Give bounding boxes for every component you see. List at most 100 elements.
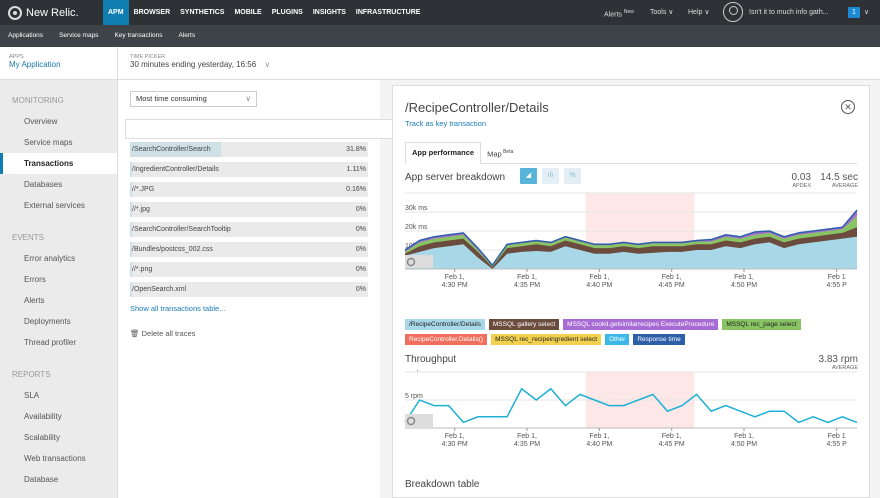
sort-select[interactable]: Most time consuming ∨ <box>130 91 257 107</box>
legend-item[interactable]: /RecipeController/Details <box>405 319 485 330</box>
legend-item[interactable]: MSSQL rec_page select <box>722 319 801 330</box>
transaction-bar-fill <box>130 162 133 177</box>
legend-item[interactable]: RecipeController.Details() <box>405 334 488 345</box>
sidebar-item-database[interactable]: Database <box>24 475 59 484</box>
delete-all-traces[interactable]: 🗑 Delete all traces <box>130 329 196 338</box>
subnav-alerts[interactable]: Alerts <box>178 32 196 39</box>
sidebar-item-overview[interactable]: Overview <box>24 117 58 126</box>
x-tick-label: Feb 1, <box>517 274 537 281</box>
sidebar-section-events: EVENTS <box>12 233 45 242</box>
detail-title: /RecipeController/Details <box>405 100 549 115</box>
y-tick-label: 30k ms <box>405 205 428 212</box>
close-icon[interactable]: ✕ <box>841 100 855 114</box>
nav-mobile[interactable]: MOBILE <box>234 9 262 16</box>
breakdown-table-title: Breakdown table <box>405 479 480 490</box>
transaction-row[interactable]: /IngredientController/Details 1.11% <box>130 162 368 177</box>
app-bar: APPS My Application TIME PICKER 30 minut… <box>0 47 880 80</box>
alerts-menu[interactable]: Alerts New <box>604 9 634 19</box>
legend-item[interactable]: MSSQL gallery select <box>488 319 560 330</box>
app-selector[interactable]: APPS My Application <box>0 47 118 80</box>
sidebar-item-alerts[interactable]: Alerts <box>24 296 45 305</box>
legend-item[interactable]: Response time <box>633 334 685 345</box>
user-avatar-icon[interactable] <box>723 2 743 22</box>
transaction-row[interactable]: //*.jpg 0% <box>130 202 368 217</box>
sidebar-item-thread-profiler[interactable]: Thread profiler <box>24 338 77 347</box>
y-tick-label: 5 rpm <box>405 393 423 400</box>
x-tick-label: 4:30 PM <box>442 282 468 289</box>
x-tick-label: 4:40 PM <box>586 282 612 289</box>
sidebar-item-availability[interactable]: Availability <box>24 412 62 421</box>
legend-item[interactable]: Other <box>605 334 630 345</box>
detail-panel: /RecipeController/Details Track as key t… <box>392 85 870 498</box>
transaction-bar-fill <box>130 182 132 197</box>
chart-zoom-icon[interactable] <box>405 255 433 268</box>
help-menu[interactable]: Help ∨ <box>688 9 710 16</box>
chevron-down-icon: ∨ <box>245 94 252 103</box>
transaction-bar-track <box>130 162 368 177</box>
chart-zoom-icon[interactable] <box>405 414 433 427</box>
x-tick-label: 4:55 P <box>827 282 848 289</box>
app-name[interactable]: My Application <box>9 60 61 69</box>
new-relic-logo[interactable]: New Relic. <box>8 4 79 21</box>
transaction-name: /SearchController/SearchTooltip <box>132 226 231 233</box>
subnav-key-transactions[interactable]: Key transactions <box>114 32 163 39</box>
transaction-percent: 1.11% <box>346 166 366 173</box>
subnav-applications[interactable]: Applications <box>8 32 44 39</box>
nav-infrastructure[interactable]: INFRASTRUCTURE <box>355 9 421 16</box>
sidebar-item-error-analytics[interactable]: Error analytics <box>24 254 76 263</box>
sidebar-item-databases[interactable]: Databases <box>24 180 63 189</box>
sidebar-item-deployments[interactable]: Deployments <box>24 317 71 326</box>
nav-synthetics[interactable]: SYNTHETICS <box>180 9 225 16</box>
transaction-row[interactable]: //*.png 0% <box>130 262 368 277</box>
transaction-row[interactable]: /OpenSearch.xml 0% <box>130 282 368 297</box>
show-all-link[interactable]: Show all transactions table... <box>130 304 226 313</box>
sidebar-item-external-services[interactable]: External services <box>24 201 85 210</box>
area-chart-icon[interactable]: ◢ <box>520 168 537 184</box>
transaction-row[interactable]: /SearchController/SearchTooltip 0% <box>130 222 368 237</box>
tab-map[interactable]: Map Beta <box>481 142 519 163</box>
tools-menu[interactable]: Tools ∨ <box>650 9 674 16</box>
transactions-panel: Most time consuming∨ /RecipeController/D… <box>118 80 380 498</box>
sidebar-item-service-maps[interactable]: Service maps <box>24 138 73 147</box>
nav-plugins[interactable]: PLUGINS <box>271 9 303 16</box>
transaction-row[interactable]: //*.JPG 0.16% <box>130 182 368 197</box>
nav-apm[interactable]: APM <box>103 0 129 25</box>
sidebar-item-scalability[interactable]: Scalability <box>24 433 61 442</box>
sidebar-item-transactions[interactable]: Transactions <box>0 153 117 174</box>
nav-browser[interactable]: BROWSER <box>133 9 171 16</box>
transaction-bar-fill <box>130 202 132 217</box>
account-chevron-icon[interactable]: ∨ <box>864 9 870 16</box>
transaction-percent: 0% <box>355 246 366 253</box>
transaction-bar-fill <box>130 222 132 237</box>
x-tick-label: Feb 1, <box>589 433 609 440</box>
sidebar-item-sla[interactable]: SLA <box>24 391 40 400</box>
nav-insights[interactable]: INSIGHTS <box>312 9 346 16</box>
track-key-transaction-link[interactable]: Track as key transaction <box>405 119 487 128</box>
transaction-bar-track <box>130 282 368 297</box>
sidebar: MONITORING Overview Service maps Transactio… <box>0 80 118 498</box>
transaction-percent: 31.8% <box>346 146 366 153</box>
x-tick-label: 4:35 PM <box>514 441 540 448</box>
x-tick-label: Feb 1, <box>517 433 537 440</box>
transaction-row[interactable]: /Bundles/postcss_002.css 0% <box>130 242 368 257</box>
percent-chart-icon[interactable]: % <box>564 168 581 184</box>
sidebar-item-errors[interactable]: Errors <box>24 275 46 284</box>
legend-item[interactable]: MSSQL rec_recipeingredient select <box>491 334 602 345</box>
account-badge[interactable]: 1 <box>848 7 860 18</box>
time-picker[interactable]: TIME PICKER 30 minutes ending yesterday,… <box>130 54 270 69</box>
user-name[interactable]: Isn't it to much info gath... <box>749 9 829 16</box>
x-tick-label: Feb 1, <box>662 433 682 440</box>
transaction-percent: 0% <box>355 266 366 273</box>
tab-app-performance[interactable]: App performance <box>405 142 482 164</box>
bar-chart-icon[interactable]: ılı <box>542 168 559 184</box>
x-tick-label: Feb 1, <box>734 274 754 281</box>
subnav-service-maps[interactable]: Service maps <box>59 32 99 39</box>
sidebar-item-web-transactions[interactable]: Web transactions <box>24 454 86 463</box>
tab-label: App performance <box>412 148 475 157</box>
transaction-row[interactable]: /SearchController/Search 31.8% <box>130 142 368 157</box>
x-tick-label: 4:30 PM <box>442 441 468 448</box>
legend-item[interactable]: MSSQL cookit.getsimilarrecipes ExecutePr… <box>563 319 719 330</box>
x-tick-label: Feb 1, <box>445 274 465 281</box>
